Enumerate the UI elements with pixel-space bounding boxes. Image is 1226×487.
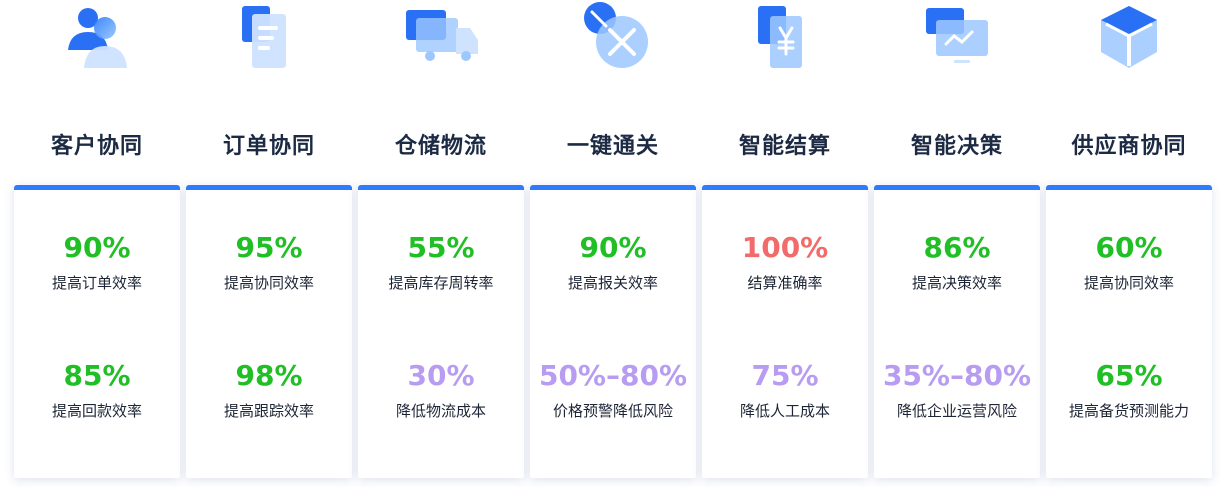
feature-column-order: 订单协同 95% 提高协同效率 98% 提高跟踪效率: [186, 0, 352, 487]
stat-value: 65%: [1095, 359, 1163, 392]
yuan-invoice-icon: [742, 2, 828, 72]
customs-tools-icon: [570, 2, 656, 72]
stat-label: 提高订单效率: [51, 274, 142, 292]
stat-label: 提高报关效率: [567, 274, 658, 292]
stat-card: 100% 结算准确率 75% 降低人工成本: [702, 185, 868, 478]
stat-value: 90%: [63, 231, 131, 264]
stat-value: 98%: [235, 359, 303, 392]
document-icon: [226, 2, 312, 72]
column-title: 供应商协同: [1071, 134, 1187, 159]
stat-label: 降低企业运营风险: [896, 402, 1017, 420]
stat-label: 提高跟踪效率: [223, 402, 314, 420]
stat-label: 提高协同效率: [1083, 274, 1174, 292]
stat-label: 降低人工成本: [739, 402, 830, 420]
stat-label: 提高协同效率: [223, 274, 314, 292]
users-icon: [54, 2, 140, 72]
stat-label: 结算准确率: [747, 274, 823, 292]
column-title: 订单协同: [222, 134, 315, 159]
stat-card: 90% 提高订单效率 85% 提高回款效率: [14, 185, 180, 478]
stat-value: 95%: [235, 231, 303, 264]
column-title: 一键通关: [566, 134, 659, 159]
feature-column-customs: 一键通关 90% 提高报关效率 50%–80% 价格预警降低风险: [530, 0, 696, 487]
feature-column-supplier: 供应商协同 60% 提高协同效率 65% 提高备货预测能力: [1046, 0, 1212, 487]
stat-value: 55%: [407, 231, 475, 264]
stat-label: 提高回款效率: [51, 402, 142, 420]
feature-column-decision: 智能决策 86% 提高决策效率 35%–80% 降低企业运营风险: [874, 0, 1040, 487]
stat-value: 85%: [63, 359, 131, 392]
feature-column-customer: 客户协同 90% 提高订单效率 85% 提高回款效率: [14, 0, 180, 487]
chart-monitor-icon: [914, 2, 1000, 72]
stat-value: 35%–80%: [882, 359, 1032, 392]
stat-value: 50%–80%: [538, 359, 688, 392]
stat-label: 提高备货预测能力: [1068, 402, 1189, 420]
stat-card: 86% 提高决策效率 35%–80% 降低企业运营风险: [874, 185, 1040, 478]
stat-card: 55% 提高库存周转率 30% 降低物流成本: [358, 185, 524, 478]
stat-card: 60% 提高协同效率 65% 提高备货预测能力: [1046, 185, 1212, 478]
stat-card: 95% 提高协同效率 98% 提高跟踪效率: [186, 185, 352, 478]
column-title: 智能结算: [738, 134, 831, 159]
stat-label: 提高决策效率: [911, 274, 1002, 292]
stat-label: 提高库存周转率: [388, 274, 494, 292]
stat-card: 90% 提高报关效率 50%–80% 价格预警降低风险: [530, 185, 696, 478]
column-title: 客户协同: [50, 134, 143, 159]
stat-value: 30%: [407, 359, 475, 392]
stat-value: 75%: [751, 359, 819, 392]
stat-value: 86%: [923, 231, 991, 264]
feature-column-warehouse: 仓储物流 55% 提高库存周转率 30% 降低物流成本: [358, 0, 524, 487]
feature-column-settlement: 智能结算 100% 结算准确率 75% 降低人工成本: [702, 0, 868, 487]
stat-label: 价格预警降低风险: [552, 402, 673, 420]
stat-value: 90%: [579, 231, 647, 264]
truck-icon: [398, 2, 484, 72]
cube-icon: [1086, 2, 1172, 72]
stat-value: 100%: [741, 231, 829, 264]
column-title: 智能决策: [910, 134, 1003, 159]
stat-value: 60%: [1095, 231, 1163, 264]
column-title: 仓储物流: [394, 134, 487, 159]
stat-label: 降低物流成本: [395, 402, 486, 420]
